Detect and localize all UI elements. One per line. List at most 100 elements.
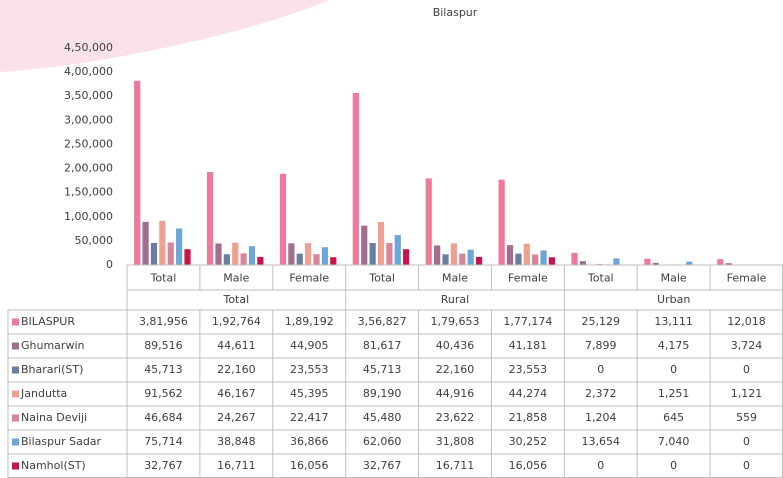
legend-label: BILASPUR xyxy=(21,315,75,328)
bar xyxy=(686,261,693,265)
table-cell: 1,121 xyxy=(731,387,763,400)
bar xyxy=(167,242,174,265)
bar xyxy=(498,179,505,265)
x-tick-label: Total xyxy=(587,272,614,285)
bar xyxy=(652,262,659,265)
legend-label: Naina Deviji xyxy=(21,411,87,424)
y-tick-label: 2,50,000 xyxy=(64,137,113,150)
x-tick-label: Total xyxy=(368,272,395,285)
x-tick-label: Female xyxy=(508,272,548,285)
table-cell: 81,617 xyxy=(363,339,402,352)
table-cell: 44,611 xyxy=(217,339,256,352)
table-cell: 1,92,764 xyxy=(212,315,261,328)
bar xyxy=(548,257,556,265)
bar xyxy=(613,258,620,265)
table-cell: 22,160 xyxy=(217,363,256,376)
bar xyxy=(330,257,337,265)
bar xyxy=(717,259,724,265)
bar xyxy=(134,80,141,265)
table-cell: 41,181 xyxy=(509,339,548,352)
table-cell: 46,167 xyxy=(217,387,256,400)
bar xyxy=(596,263,603,265)
bar xyxy=(223,254,230,265)
table-cell: 24,267 xyxy=(217,411,256,424)
bar xyxy=(296,253,303,265)
bar xyxy=(459,253,466,265)
table-cell: 13,654 xyxy=(582,435,621,448)
table-cell: 23,553 xyxy=(290,363,329,376)
table-cell: 32,767 xyxy=(363,459,402,472)
bar xyxy=(232,242,239,265)
table-cell: 44,274 xyxy=(509,387,548,400)
bar xyxy=(450,243,458,265)
table-cell: 2,372 xyxy=(585,387,617,400)
bar xyxy=(240,253,247,265)
table-cell: 38,848 xyxy=(217,435,256,448)
y-tick-label: 4,50,000 xyxy=(64,41,113,54)
bar xyxy=(467,249,474,265)
bar xyxy=(305,243,312,265)
legend-swatch xyxy=(12,366,19,374)
bar xyxy=(279,173,287,265)
y-tick-label: 0 xyxy=(106,258,113,271)
legend-swatch xyxy=(12,438,19,446)
legend-label: Ghumarwin xyxy=(21,339,84,352)
table-cell: 13,111 xyxy=(654,315,693,328)
table-cell: 40,436 xyxy=(436,339,475,352)
x-tick-label: Male xyxy=(661,272,687,285)
bar xyxy=(321,247,328,265)
bar xyxy=(361,225,368,265)
bar xyxy=(523,243,530,265)
bar xyxy=(159,220,166,265)
table-cell: 22,417 xyxy=(290,411,329,424)
y-tick-label: 2,00,000 xyxy=(64,162,113,175)
bar xyxy=(184,249,191,265)
group-label: Total xyxy=(222,293,249,306)
legend-swatch xyxy=(12,414,19,422)
table-cell: 25,129 xyxy=(582,315,621,328)
table-cell: 45,395 xyxy=(290,387,329,400)
table-cell: 1,79,653 xyxy=(431,315,480,328)
table-cell: 1,251 xyxy=(658,387,690,400)
x-tick-label: Female xyxy=(289,272,329,285)
group-label: Rural xyxy=(441,293,469,306)
table-cell: 89,190 xyxy=(363,387,402,400)
bar xyxy=(215,243,222,265)
table-cell: 1,204 xyxy=(585,411,617,424)
bar xyxy=(377,221,385,265)
bar xyxy=(248,246,256,265)
bar xyxy=(313,254,320,265)
bar xyxy=(386,243,393,265)
bar xyxy=(725,263,732,265)
table-cell: 23,553 xyxy=(509,363,548,376)
bar xyxy=(579,261,587,265)
table-cell: 16,711 xyxy=(436,459,475,472)
legend-label: Jandutta xyxy=(20,387,67,400)
table-cell: 45,713 xyxy=(144,363,183,376)
table-cell: 44,905 xyxy=(290,339,329,352)
table-cell: 0 xyxy=(597,363,604,376)
bar xyxy=(176,228,183,265)
chart-title: Bilaspur xyxy=(433,6,478,19)
table-cell: 46,684 xyxy=(144,411,183,424)
table-cell: 30,252 xyxy=(509,435,548,448)
bar xyxy=(288,243,295,265)
y-tick-label: 1,50,000 xyxy=(64,186,113,199)
table-cell: 3,56,827 xyxy=(358,315,407,328)
bar xyxy=(352,92,359,266)
y-tick-label: 4,00,000 xyxy=(64,65,113,78)
table-cell: 45,713 xyxy=(363,363,402,376)
x-tick-label: Male xyxy=(442,272,468,285)
x-tick-label: Total xyxy=(150,272,177,285)
table-cell: 7,899 xyxy=(585,339,617,352)
table-cell: 4,175 xyxy=(658,339,690,352)
table-cell: 559 xyxy=(736,411,757,424)
table-cell: 91,562 xyxy=(144,387,183,400)
table-cell: 12,018 xyxy=(727,315,766,328)
table-cell: 1,89,192 xyxy=(285,315,334,328)
legend-swatch xyxy=(12,342,19,350)
table-cell: 0 xyxy=(597,459,604,472)
table-cell: 0 xyxy=(743,435,750,448)
bar xyxy=(150,242,158,265)
